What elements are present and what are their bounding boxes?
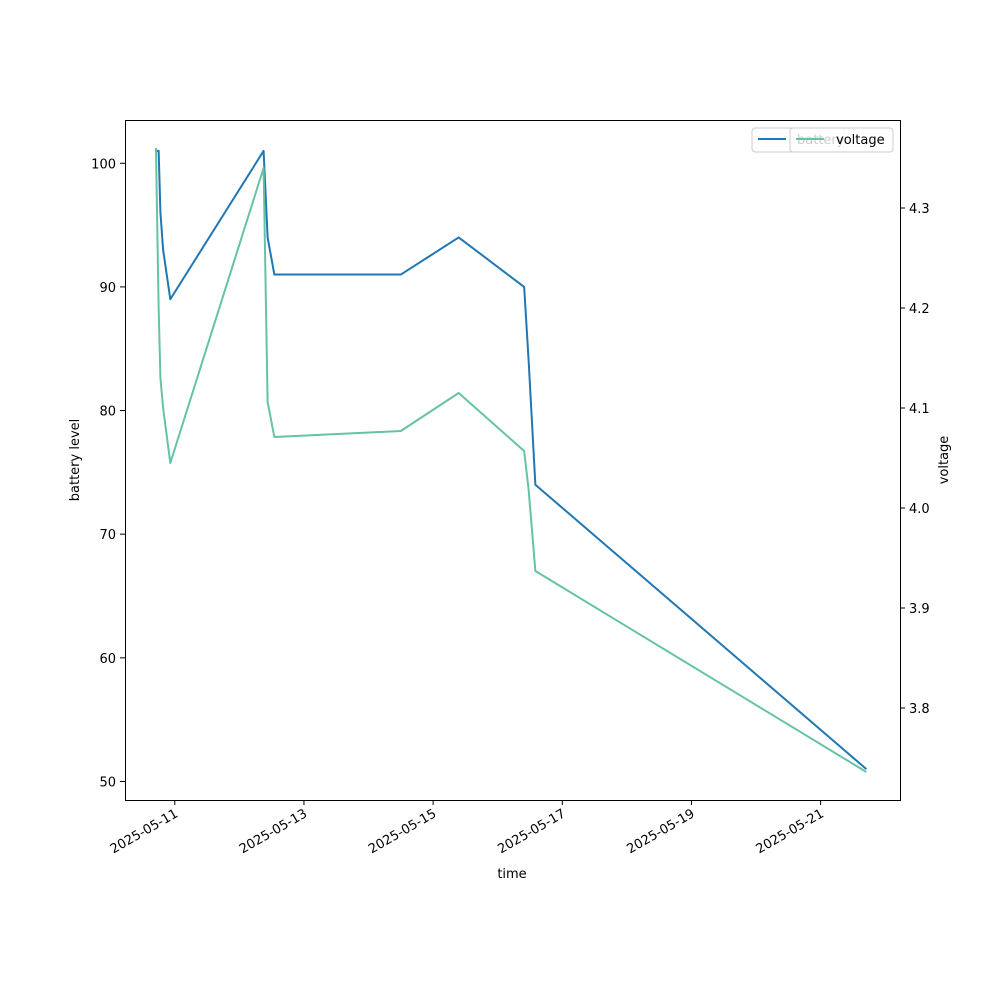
legend-label-voltage: voltage xyxy=(836,133,885,148)
x-axis-label: time xyxy=(497,867,526,882)
y-right-tick-label: 3.9 xyxy=(909,602,930,617)
y-left-tick-label: 90 xyxy=(99,281,116,296)
series-line-voltage xyxy=(154,147,867,773)
y-left-tick-label: 80 xyxy=(99,405,116,420)
y-axis-right-label: voltage xyxy=(937,436,952,485)
y-axis-left: 50 60 70 80 90 100 xyxy=(91,157,125,790)
y-right-tick-label: 4.2 xyxy=(909,302,930,317)
y-left-tick-label: 70 xyxy=(99,528,116,543)
y-right-tick-label: 4.1 xyxy=(909,402,930,417)
series-layer xyxy=(154,147,868,773)
series-line-battery xyxy=(155,149,868,770)
y-left-tick-label: 60 xyxy=(99,652,116,667)
legend-voltage: voltage xyxy=(789,127,894,153)
y-right-tick-label: 4.0 xyxy=(909,502,930,517)
y-axis-right: 3.8 3.9 4.0 4.1 4.2 4.3 xyxy=(900,202,930,717)
y-left-tick-label: 50 xyxy=(99,775,116,790)
y-right-tick-label: 3.8 xyxy=(909,702,930,717)
y-axis-left-label: battery level xyxy=(68,419,83,502)
plot-frame xyxy=(125,120,901,801)
y-right-tick-label: 4.3 xyxy=(909,202,930,217)
y-left-tick-label: 100 xyxy=(91,157,116,172)
